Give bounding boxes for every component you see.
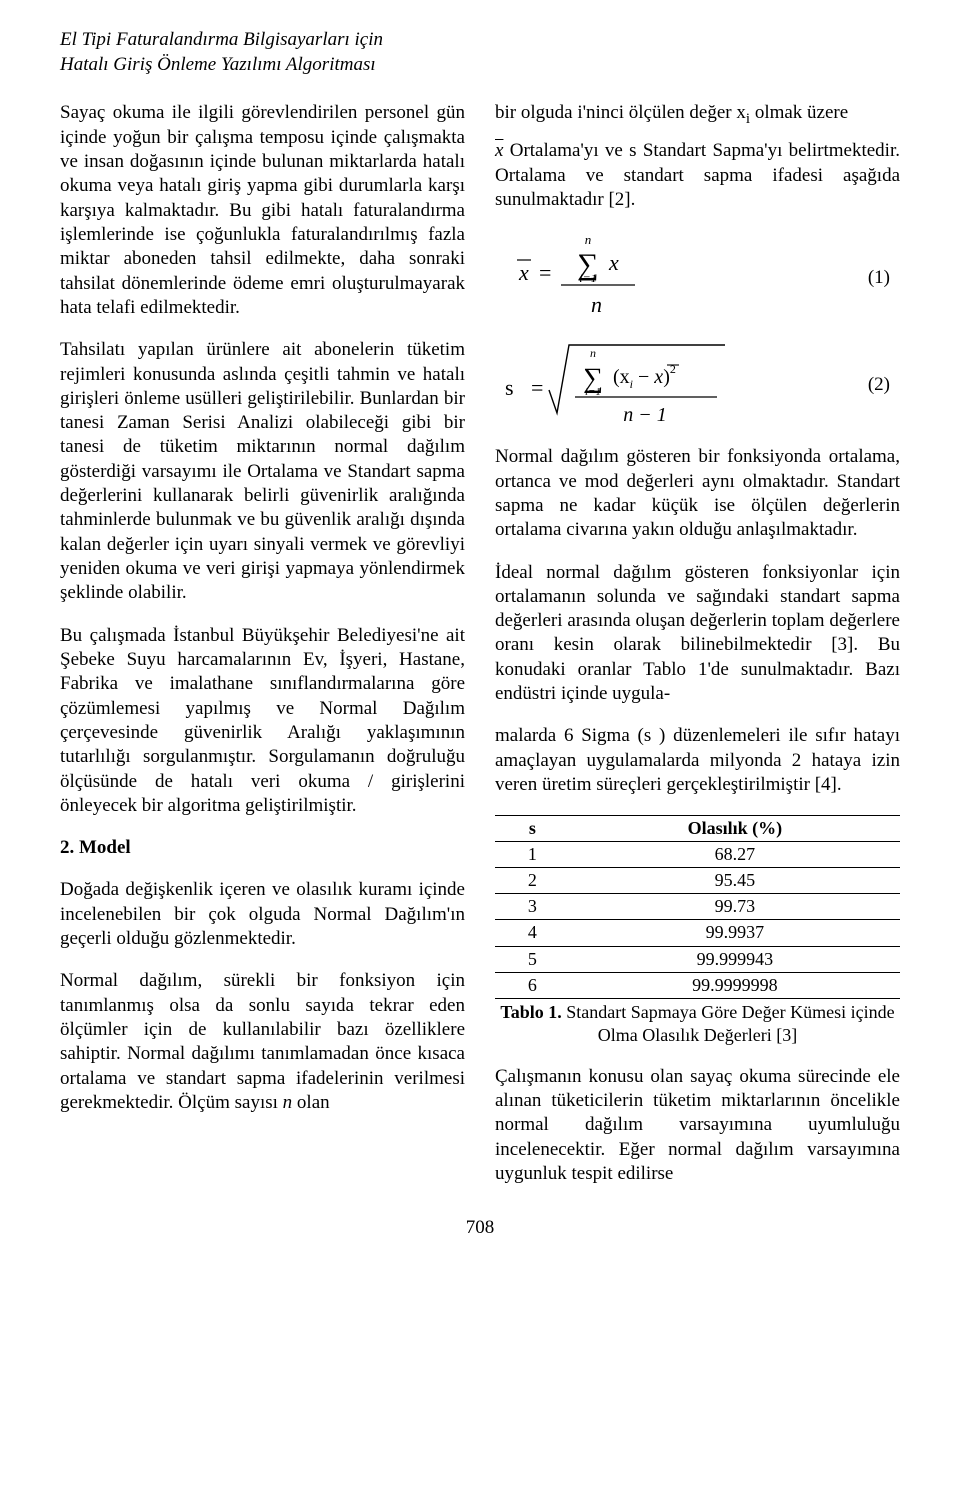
formula-2-svg: s = ∑ n i=1 (xi − x)2 n − 1 [495, 335, 755, 435]
left-para-1: Sayaç okuma ile ilgili görevlendirilen p… [60, 101, 465, 320]
svg-text:s: s [505, 375, 514, 400]
table-cell: 68.27 [570, 842, 900, 868]
right-para-3: İdeal normal dağılım gösteren fonksiyonl… [495, 561, 900, 707]
svg-text:(xi − x)2: (xi − x)2 [613, 362, 676, 391]
formula-1: x = ∑ n i=1 x n (1) [495, 230, 900, 325]
right-intro: bir olguda i'ninci ölçülen değer xi olma… [495, 101, 900, 129]
sigma-symbol: s [629, 140, 636, 161]
right-para-4: malarda 6 Sigma (s ) düzenlemeleri ile s… [495, 724, 900, 797]
left-para-4: Doğada değişkenlik içeren ve olasılık ku… [60, 878, 465, 951]
formula-2: s = ∑ n i=1 (xi − x)2 n − 1 (2) [495, 335, 900, 435]
table-cell: 99.999943 [570, 946, 900, 972]
formula-1-number: (1) [868, 266, 900, 290]
table-row: 699.9999998 [495, 972, 900, 998]
probability-table: s Olasılık (%) 168.27 295.45 399.73 499.… [495, 815, 900, 998]
left-para-5: Normal dağılım, sürekli bir fonksiyon iç… [60, 969, 465, 1115]
left-para-3: Bu çalışmada İstanbul Büyükşehir Belediy… [60, 624, 465, 819]
table-row: 295.45 [495, 868, 900, 894]
right-column: bir olguda i'ninci ölçülen değer xi olma… [495, 101, 900, 1204]
header-line1: El Tipi Faturalandırma Bilgisayarları iç… [60, 29, 383, 50]
table-body: 168.27 295.45 399.73 499.9937 599.999943… [495, 842, 900, 998]
svg-text:i=1: i=1 [579, 271, 596, 285]
p1-pre: Ortalama'yı ve [503, 140, 629, 161]
table-cell: 4 [495, 920, 570, 946]
table-cell: 99.73 [570, 894, 900, 920]
table-cell: 6 [495, 972, 570, 998]
table-caption-bold: Tablo 1. [500, 1002, 561, 1022]
formula-1-svg: x = ∑ n i=1 x n [495, 230, 695, 325]
intro-post: olmak üzere [750, 102, 848, 123]
left-column: Sayaç okuma ile ilgili görevlendirilen p… [60, 101, 465, 1204]
svg-text:n − 1: n − 1 [623, 404, 667, 426]
table-cell: 5 [495, 946, 570, 972]
right-para-5: Çalışmanın konusu olan sayaç okuma sürec… [495, 1065, 900, 1187]
left-para-2: Tahsilatı yapılan ürünlere ait aboneleri… [60, 338, 465, 605]
table-cell: 3 [495, 894, 570, 920]
svg-text:=: = [531, 375, 543, 400]
p4-pre: malarda 6 Sigma ( [495, 725, 644, 746]
right-para-1: x Ortalama'yı ve s Standart Sapma'yı bel… [495, 139, 900, 212]
formula-2-number: (2) [868, 373, 900, 397]
table-cell: 2 [495, 868, 570, 894]
table-header-row: s Olasılık (%) [495, 816, 900, 842]
intro-pre: bir olguda i'ninci ölçülen değer x [495, 102, 746, 123]
table-col2-header: Olasılık (%) [570, 816, 900, 842]
table-cell: 1 [495, 842, 570, 868]
left-p5-pre: Normal dağılım, sürekli bir fonksiyon iç… [60, 970, 465, 1113]
page-number: 708 [60, 1216, 900, 1240]
header-line2: Hatalı Giriş Önleme Yazılımı Algoritması [60, 54, 376, 75]
left-p5-n: n [283, 1092, 293, 1113]
table-cell: 99.9937 [570, 920, 900, 946]
table-row: 499.9937 [495, 920, 900, 946]
table-col1-header: s [495, 816, 570, 842]
section-heading-model: 2. Model [60, 836, 465, 860]
two-column-layout: Sayaç okuma ile ilgili görevlendirilen p… [60, 101, 900, 1204]
table-caption-rest: Standart Sapmaya Göre Değer Kümesi içind… [562, 1002, 895, 1045]
table-caption: Tablo 1. Standart Sapmaya Göre Değer Küm… [495, 1001, 900, 1047]
svg-text:i=1: i=1 [585, 386, 601, 398]
table-row: 599.999943 [495, 946, 900, 972]
svg-text:n: n [590, 346, 596, 360]
svg-text:x: x [608, 250, 619, 275]
table-cell: 95.45 [570, 868, 900, 894]
table-row: 399.73 [495, 894, 900, 920]
left-p5-post: olan [292, 1092, 329, 1113]
svg-text:=: = [539, 260, 551, 285]
table-row: 168.27 [495, 842, 900, 868]
svg-text:n: n [585, 232, 592, 247]
page-header: El Tipi Faturalandırma Bilgisayarları iç… [60, 28, 900, 77]
svg-text:n: n [591, 292, 602, 317]
table-cell: 99.9999998 [570, 972, 900, 998]
right-para-2: Normal dağılım gösteren bir fonksiyonda … [495, 445, 900, 542]
svg-text:x: x [518, 260, 529, 285]
